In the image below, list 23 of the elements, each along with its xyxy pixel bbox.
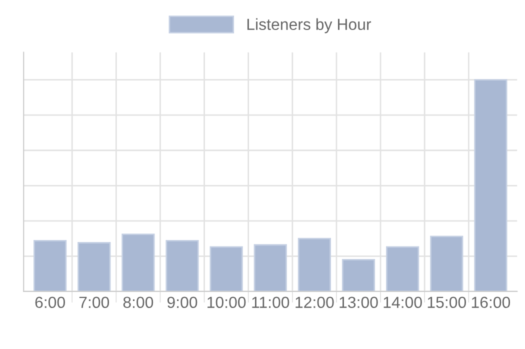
- bar: [210, 246, 243, 292]
- bar: [78, 242, 111, 292]
- bar: [34, 240, 67, 292]
- x-tick-label: 10:00: [208, 296, 246, 308]
- bar: [386, 246, 420, 292]
- bar: [342, 258, 376, 292]
- bar: [254, 244, 287, 292]
- x-tick-label: 13:00: [340, 296, 378, 308]
- bar: [474, 79, 508, 292]
- bar: [430, 236, 464, 292]
- bar: [122, 234, 155, 292]
- bar: [166, 240, 199, 292]
- x-tick-label: 9:00: [167, 296, 198, 308]
- x-tick-label: 6:00: [35, 296, 65, 308]
- x-tick-label: 15:00: [428, 296, 466, 308]
- x-tick-label: 14:00: [384, 296, 422, 308]
- x-tick-label: 16:00: [472, 296, 510, 308]
- x-tick-label: 12:00: [296, 296, 334, 308]
- x-tick-label: 8:00: [123, 296, 154, 308]
- legend-label: Listeners by Hour: [247, 18, 372, 34]
- bar: [298, 238, 331, 292]
- x-tick-label: 11:00: [252, 296, 290, 308]
- x-tick-label: 7:00: [79, 296, 110, 308]
